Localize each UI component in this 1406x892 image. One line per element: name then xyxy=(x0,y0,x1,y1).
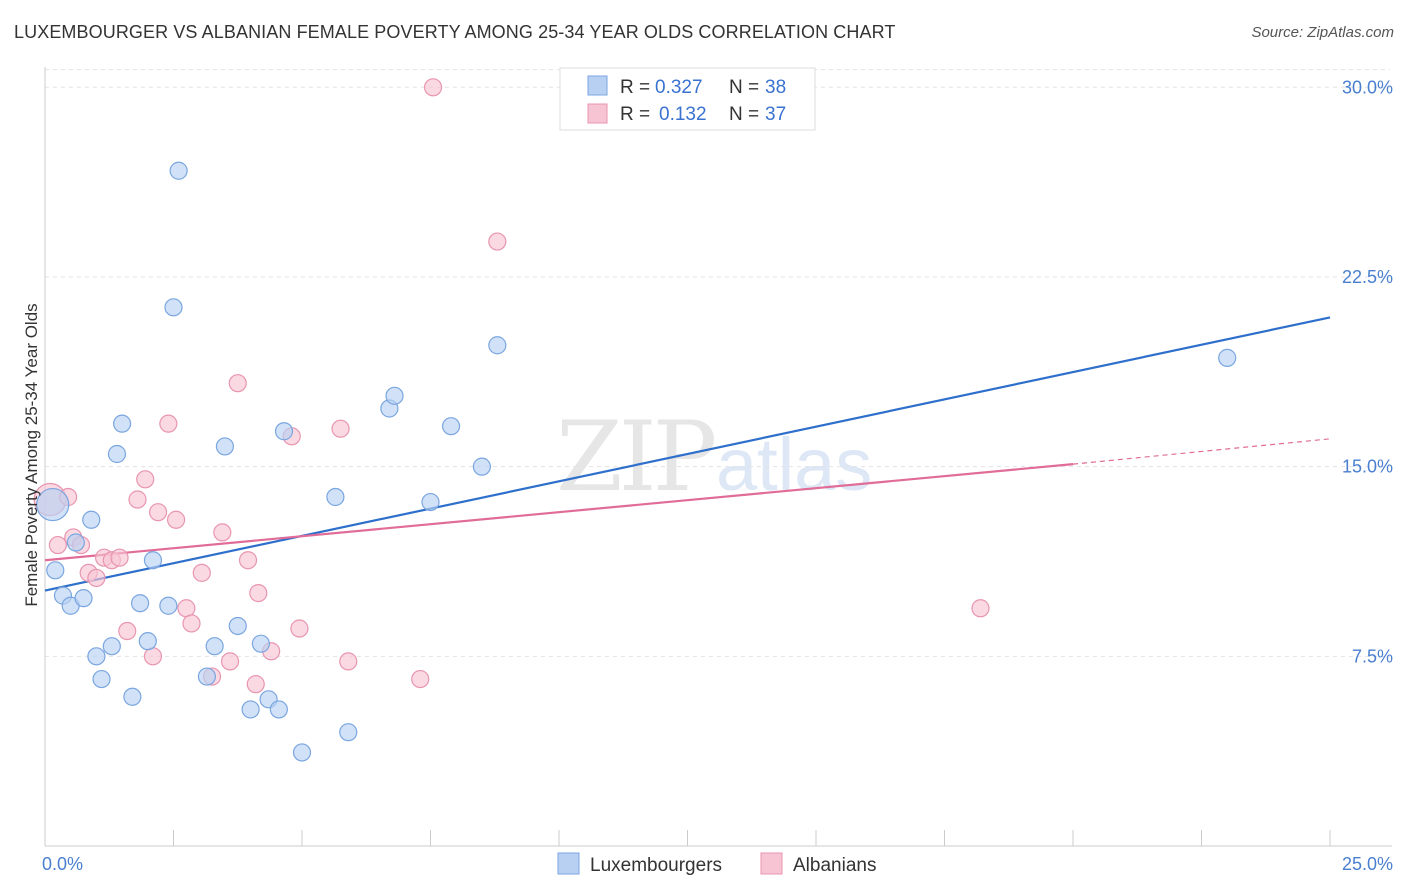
trend-line-luxembourgers xyxy=(44,316,1331,592)
point-luxembourgers xyxy=(169,161,188,180)
y-axis-title: Female Poverty Among 25-34 Year Olds xyxy=(22,303,41,606)
point-albanians xyxy=(148,503,168,522)
legend-r-label-2: R = xyxy=(620,104,650,125)
point-luxembourgers xyxy=(159,596,178,615)
trend-layer xyxy=(44,316,1331,592)
trend-line-albanians xyxy=(44,463,1074,562)
point-luxembourgers xyxy=(87,647,106,666)
legend-n-label-1: N = xyxy=(729,77,759,98)
point-luxembourgers xyxy=(326,487,345,507)
legend-n-value-1: 38 xyxy=(765,77,786,98)
point-luxembourgers xyxy=(82,510,101,529)
point-luxembourgers xyxy=(215,437,234,456)
point-albanians xyxy=(48,535,67,555)
point-luxembourgers xyxy=(228,616,247,636)
point-luxembourgers xyxy=(251,634,270,653)
point-albanians xyxy=(87,568,106,588)
point-albanians xyxy=(166,510,186,529)
watermark-atlas: atlas xyxy=(716,423,872,506)
watermark-zip: ZIP xyxy=(556,401,715,513)
points-layer xyxy=(33,78,1237,762)
trend-line-albanians-extension xyxy=(1072,438,1331,465)
series-legend-luxembourgers: Luxembourgers xyxy=(590,855,722,876)
point-albanians xyxy=(411,669,430,689)
series-legend: Luxembourgers Albanians xyxy=(557,852,876,876)
point-luxembourgers xyxy=(123,687,142,706)
legend-r-label-1: R = xyxy=(620,77,650,98)
point-albanians xyxy=(213,523,232,542)
point-albanians xyxy=(177,599,196,618)
point-luxembourgers xyxy=(339,723,358,742)
point-luxembourgers xyxy=(102,637,121,656)
point-albanians xyxy=(290,619,309,638)
point-albanians xyxy=(110,548,129,567)
point-albanians xyxy=(339,652,358,671)
point-luxembourgers xyxy=(112,414,132,433)
correlation-legend: R = 0.327 N = 38 R = 0.132 N = 37 xyxy=(559,67,816,131)
series-legend-albanians: Albanians xyxy=(793,855,876,876)
point-luxembourgers xyxy=(138,632,157,651)
point-luxembourgers xyxy=(421,492,440,512)
point-luxembourgers xyxy=(488,336,507,355)
point-albanians xyxy=(128,490,147,509)
point-luxembourgers xyxy=(269,700,288,719)
point-albanians xyxy=(249,583,268,603)
point-luxembourgers xyxy=(241,700,260,719)
source-label: Source: ZipAtlas.com xyxy=(1251,24,1394,41)
point-albanians xyxy=(238,551,258,570)
point-albanians xyxy=(423,78,443,97)
point-albanians xyxy=(220,652,240,671)
legend-r-value-1: 0.327 xyxy=(655,77,703,98)
point-luxembourgers xyxy=(385,386,404,405)
chart-title: LUXEMBOURGER VS ALBANIAN FEMALE POVERTY … xyxy=(14,22,896,42)
y-tick-label: 22.5% xyxy=(1342,267,1393,287)
point-luxembourgers xyxy=(107,444,127,464)
point-luxembourgers xyxy=(274,422,294,441)
point-luxembourgers xyxy=(143,551,163,570)
legend-swatch-blue xyxy=(587,75,608,96)
point-albanians xyxy=(488,232,507,251)
point-luxembourgers xyxy=(292,743,312,762)
y-tick-label: 7.5% xyxy=(1352,646,1393,666)
legend-n-label-2: N = xyxy=(729,104,759,125)
point-luxembourgers xyxy=(74,589,93,608)
legend-r-value-2: 0.132 xyxy=(659,104,707,125)
series-legend-swatch-luxembourgers xyxy=(557,852,580,875)
point-luxembourgers xyxy=(66,533,85,552)
legend-n-value-2: 37 xyxy=(765,104,786,125)
series-legend-swatch-albanians xyxy=(760,852,783,875)
point-albanians xyxy=(971,599,990,618)
axis-layer: 7.5% 15.0% 22.5% 30.0% 0.0% 25.0% xyxy=(42,67,1393,874)
point-luxembourgers xyxy=(164,298,183,317)
point-albanians xyxy=(246,675,265,694)
x-tick-label: 25.0% xyxy=(1342,854,1393,874)
point-luxembourgers xyxy=(130,594,150,613)
point-albanians xyxy=(228,374,247,393)
y-tick-label: 30.0% xyxy=(1342,77,1393,97)
point-albanians xyxy=(192,563,211,582)
point-luxembourgers xyxy=(205,637,224,656)
point-albanians xyxy=(182,614,201,633)
point-albanians xyxy=(143,647,163,666)
point-luxembourgers xyxy=(441,417,461,436)
point-albanians xyxy=(331,419,350,438)
point-luxembourgers xyxy=(1218,348,1237,367)
point-luxembourgers xyxy=(92,669,111,689)
legend-swatch-pink xyxy=(587,103,608,124)
y-tick-label: 15.0% xyxy=(1342,457,1393,477)
point-albanians xyxy=(136,470,155,489)
point-luxembourgers xyxy=(46,561,65,580)
point-luxembourgers xyxy=(472,457,491,476)
point-luxembourgers xyxy=(197,667,217,686)
point-albanians xyxy=(159,414,178,433)
point-albanians xyxy=(118,621,137,641)
x-tick-label: 0.0% xyxy=(42,854,83,874)
point-luxembourgers xyxy=(36,487,70,522)
